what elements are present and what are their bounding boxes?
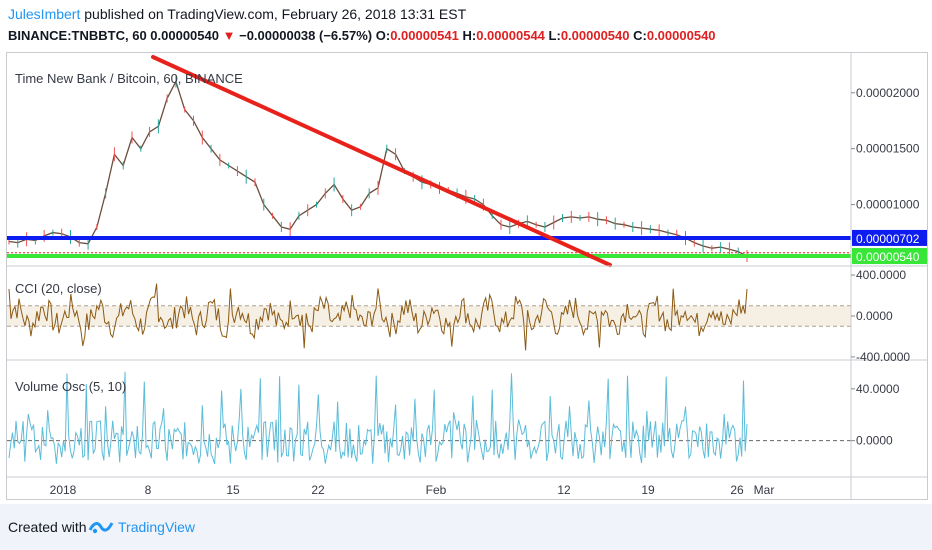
created-with-label: Created with xyxy=(8,519,87,535)
volosc-y-tick-label: 0.0000 xyxy=(856,434,893,448)
trendline xyxy=(151,55,612,267)
open-value: 0.00000541 xyxy=(390,28,459,43)
support-price-tag xyxy=(852,248,927,265)
author-link[interactable]: JulesImbert xyxy=(8,6,81,22)
volosc-y-tick-label: 40.0000 xyxy=(856,382,900,396)
price-pane-title: Time New Bank / Bitcoin, 60, BINANCE xyxy=(15,71,243,86)
low-value: 0.00000540 xyxy=(560,28,630,43)
resistance-price-tag xyxy=(852,229,927,246)
close-label: C: xyxy=(633,28,647,43)
volosc-series-line xyxy=(8,371,748,464)
price-change: −0.00000038 (−6.57%) xyxy=(239,28,373,43)
x-tick-label: 2018 xyxy=(50,483,77,497)
x-tick-label: Mar xyxy=(754,483,775,497)
x-tick-label: Feb xyxy=(426,483,447,497)
open-label: O: xyxy=(375,28,391,43)
support-price-label: 0.00000540 xyxy=(856,250,920,264)
down-arrow-icon: ▼ xyxy=(222,28,236,43)
x-tick-label: 12 xyxy=(557,483,571,497)
cci-series-line xyxy=(8,283,748,351)
low-label: L: xyxy=(548,28,561,43)
footer: Created with TradingView xyxy=(0,504,932,550)
close-value: 0.00000540 xyxy=(646,28,716,43)
price-y-tick-label: 0.00001500 xyxy=(856,142,920,156)
tradingview-logo-icon[interactable] xyxy=(88,518,114,539)
high-label: H: xyxy=(462,28,477,43)
high-value: 0.00000544 xyxy=(476,28,545,43)
last-price: 0.00000540 xyxy=(150,28,219,43)
chart-svg[interactable]: 2018 8 15 22 Feb 12 19 26 Mar 0.00002000 0.0000150… xyxy=(7,53,927,499)
chart-container[interactable]: 2018 8 15 22 Feb 12 19 26 Mar 0.00002000 0.0000150… xyxy=(6,52,928,500)
cci-y-tick-label: 0.0000 xyxy=(856,309,893,323)
x-tick-label: 8 xyxy=(145,483,152,497)
publish-info: JulesImbert published on TradingView.com… xyxy=(8,6,466,22)
x-tick-label: 26 xyxy=(730,483,744,497)
cci-y-tick-label: -400.0000 xyxy=(856,350,910,364)
x-tick-label: 19 xyxy=(641,483,655,497)
symbol-label: BINANCE:TNBBTC, 60 xyxy=(8,28,147,43)
x-tick-label: 22 xyxy=(311,483,325,497)
price-y-tick-label: 0.00001000 xyxy=(856,198,920,212)
resistance-price-label: 0.00000702 xyxy=(856,232,920,246)
cci-y-tick-label: 400.0000 xyxy=(856,268,906,282)
price-y-tick-label: 0.00002000 xyxy=(856,86,920,100)
quote-line: BINANCE:TNBBTC, 60 0.00000540 ▼ −0.00000… xyxy=(8,28,716,43)
tradingview-brand-link[interactable]: TradingView xyxy=(118,519,196,535)
volosc-pane-title: Volume Osc (5, 10) xyxy=(15,379,127,394)
x-tick-label: 15 xyxy=(226,483,240,497)
published-text: published on TradingView.com, February 2… xyxy=(84,6,467,22)
price-series-line xyxy=(8,79,748,257)
cci-pane-title: CCI (20, close) xyxy=(15,281,102,296)
